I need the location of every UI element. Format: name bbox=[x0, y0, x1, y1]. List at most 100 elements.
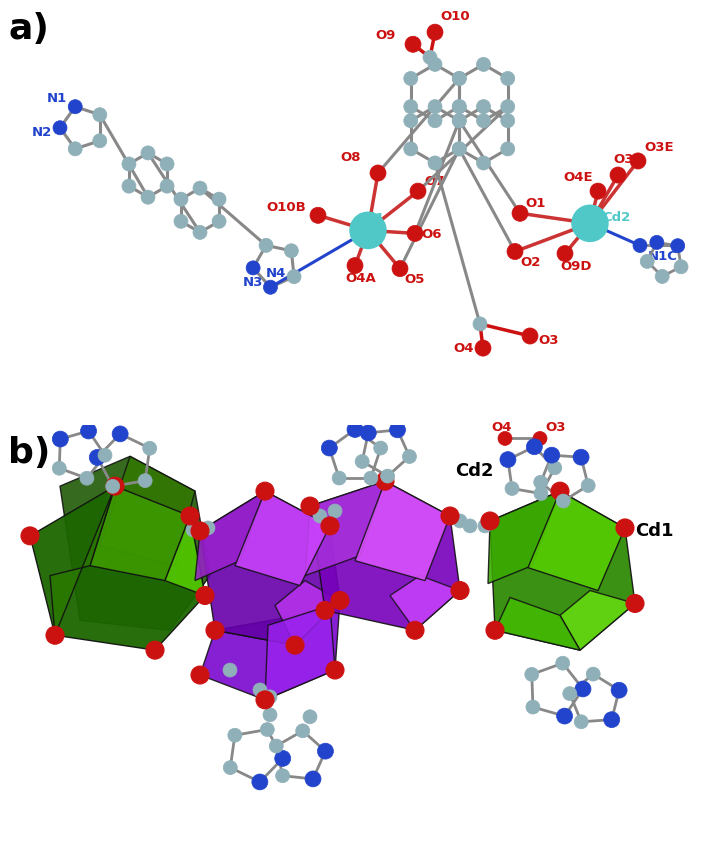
Circle shape bbox=[563, 687, 577, 701]
Circle shape bbox=[640, 254, 654, 268]
Circle shape bbox=[228, 728, 242, 742]
Circle shape bbox=[473, 316, 487, 331]
Circle shape bbox=[427, 24, 443, 41]
Circle shape bbox=[423, 51, 437, 64]
Circle shape bbox=[122, 179, 136, 193]
Circle shape bbox=[404, 72, 417, 85]
Circle shape bbox=[252, 774, 268, 790]
Text: O9D: O9D bbox=[560, 260, 591, 273]
Circle shape bbox=[611, 682, 627, 698]
Circle shape bbox=[381, 469, 395, 483]
Circle shape bbox=[141, 146, 155, 160]
Circle shape bbox=[160, 179, 174, 193]
Circle shape bbox=[68, 142, 82, 156]
Polygon shape bbox=[50, 486, 115, 636]
Circle shape bbox=[526, 701, 540, 714]
Circle shape bbox=[590, 183, 606, 199]
Circle shape bbox=[275, 769, 290, 782]
Circle shape bbox=[556, 657, 569, 670]
Polygon shape bbox=[165, 516, 205, 596]
Circle shape bbox=[501, 114, 515, 127]
Circle shape bbox=[410, 183, 426, 199]
Circle shape bbox=[452, 72, 466, 85]
Circle shape bbox=[68, 100, 82, 114]
Polygon shape bbox=[60, 457, 210, 630]
Circle shape bbox=[452, 114, 466, 127]
Text: O4: O4 bbox=[492, 421, 512, 435]
Text: N4: N4 bbox=[266, 268, 286, 280]
Circle shape bbox=[507, 243, 523, 260]
Circle shape bbox=[284, 244, 298, 257]
Text: Cd1: Cd1 bbox=[356, 213, 384, 225]
Circle shape bbox=[581, 479, 595, 493]
Circle shape bbox=[500, 452, 516, 468]
Circle shape bbox=[475, 340, 491, 356]
Circle shape bbox=[452, 114, 466, 127]
Circle shape bbox=[403, 450, 417, 463]
Circle shape bbox=[143, 441, 157, 455]
Circle shape bbox=[501, 72, 515, 85]
Circle shape bbox=[286, 636, 304, 654]
Circle shape bbox=[534, 475, 547, 490]
Circle shape bbox=[575, 681, 591, 697]
Circle shape bbox=[347, 257, 363, 273]
Text: O8: O8 bbox=[340, 151, 361, 164]
Circle shape bbox=[370, 165, 386, 181]
Circle shape bbox=[89, 450, 105, 465]
Circle shape bbox=[263, 708, 277, 722]
Circle shape bbox=[428, 156, 442, 170]
Circle shape bbox=[573, 449, 589, 465]
Circle shape bbox=[501, 100, 515, 114]
Polygon shape bbox=[200, 491, 340, 645]
Circle shape bbox=[313, 509, 327, 523]
Text: O3: O3 bbox=[538, 334, 559, 347]
Circle shape bbox=[428, 114, 442, 127]
Circle shape bbox=[141, 190, 155, 204]
Circle shape bbox=[630, 153, 646, 169]
Text: O6: O6 bbox=[421, 229, 442, 241]
Circle shape bbox=[331, 592, 349, 609]
Circle shape bbox=[212, 214, 226, 229]
Text: b): b) bbox=[8, 436, 50, 470]
Circle shape bbox=[206, 621, 224, 639]
Circle shape bbox=[321, 517, 339, 535]
Circle shape bbox=[106, 479, 120, 493]
Circle shape bbox=[390, 422, 405, 438]
Circle shape bbox=[404, 142, 417, 156]
Circle shape bbox=[93, 108, 106, 122]
Circle shape bbox=[556, 494, 570, 508]
Circle shape bbox=[604, 711, 620, 728]
Polygon shape bbox=[305, 481, 385, 576]
Circle shape bbox=[191, 522, 209, 540]
Text: O2: O2 bbox=[520, 256, 540, 268]
Circle shape bbox=[326, 661, 344, 679]
Circle shape bbox=[246, 261, 260, 275]
Circle shape bbox=[610, 167, 626, 183]
Circle shape bbox=[626, 594, 644, 613]
Circle shape bbox=[223, 760, 237, 775]
Circle shape bbox=[275, 750, 290, 766]
Circle shape bbox=[441, 507, 459, 525]
Text: N2: N2 bbox=[32, 126, 53, 138]
Circle shape bbox=[80, 423, 97, 439]
Circle shape bbox=[476, 100, 491, 114]
Circle shape bbox=[452, 142, 466, 156]
Circle shape bbox=[46, 626, 64, 644]
Polygon shape bbox=[310, 481, 460, 630]
Text: O3F: O3F bbox=[613, 153, 643, 166]
Circle shape bbox=[364, 471, 378, 485]
Circle shape bbox=[586, 667, 600, 681]
Circle shape bbox=[332, 471, 346, 485]
Circle shape bbox=[301, 497, 319, 515]
Circle shape bbox=[505, 482, 519, 495]
Polygon shape bbox=[265, 605, 335, 700]
Circle shape bbox=[674, 260, 688, 273]
Circle shape bbox=[392, 261, 408, 277]
Circle shape bbox=[53, 121, 67, 135]
Circle shape bbox=[287, 269, 301, 284]
Text: N3: N3 bbox=[243, 276, 263, 289]
Circle shape bbox=[534, 487, 548, 500]
Circle shape bbox=[186, 523, 200, 537]
Polygon shape bbox=[215, 600, 340, 645]
Polygon shape bbox=[30, 486, 205, 650]
